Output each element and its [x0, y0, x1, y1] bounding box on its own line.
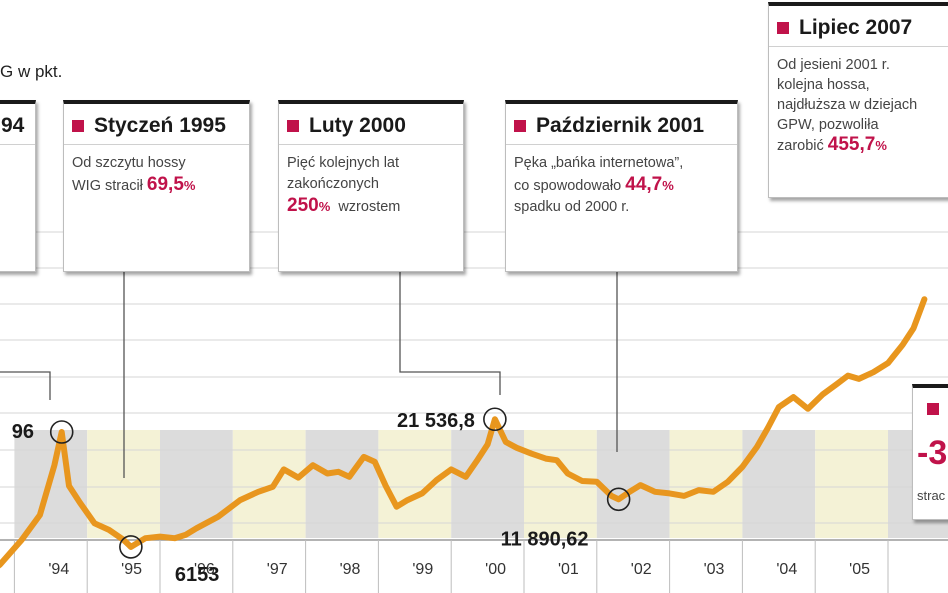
year-band — [596, 430, 670, 538]
x-tick-label: '04 — [776, 561, 797, 578]
x-tick-label: '97 — [267, 561, 288, 578]
annotation-head: 94 — [1, 114, 25, 137]
percent-value: 250% — [287, 195, 331, 216]
percent-value: 455,7% — [827, 134, 887, 155]
annotation-text: najdłuższa w dziejach — [777, 97, 918, 113]
x-tick-label: '96 — [194, 561, 215, 578]
annotation-head: Styczeń 1995 — [94, 114, 226, 137]
annotation-box-feb-2000: Luty 2000 Pięć kolejnych lat zakończonyc… — [278, 100, 464, 272]
annotation-head: Październik 2001 — [536, 114, 705, 137]
bullet-square — [777, 22, 789, 34]
x-tick-label: '03 — [704, 561, 725, 578]
point-label: 96 — [12, 421, 34, 443]
year-band — [378, 430, 452, 538]
annotation-text: WIG stracił — [72, 178, 143, 194]
year-band — [232, 430, 306, 538]
bullet-square — [72, 120, 84, 132]
annotation-box-jan-1995: Styczeń 1995 Od szczytu hossy WIG straci… — [63, 100, 250, 272]
annotation-box-partial-right: -3 strac — [912, 384, 948, 520]
annotation-text: strac — [917, 488, 946, 503]
bullet-square — [927, 403, 939, 415]
x-tick-label: '01 — [558, 561, 579, 578]
highlight-markers — [49, 407, 631, 559]
highlight-marker — [606, 487, 631, 512]
unit-label: G w pkt. — [0, 62, 63, 81]
x-axis-ticks: '93'94'95'96'97'98'99'00'01'02'03'04'05 — [0, 539, 948, 593]
annotation-text: Pięć kolejnych lat — [287, 155, 400, 171]
x-tick-label: '94 — [48, 561, 69, 578]
annotation-connectors — [0, 272, 618, 478]
year-band — [669, 430, 743, 538]
percent-value: -3 — [917, 434, 948, 472]
annotation-text: GPW, pozwoliła — [777, 117, 879, 133]
year-band — [815, 430, 888, 538]
annotation-text: zarobić — [777, 138, 824, 154]
annotation-text: kolejna hossa, — [777, 77, 870, 93]
x-tick-label: '95 — [121, 561, 142, 578]
point-label: 21 536,8 — [397, 410, 475, 432]
year-band — [742, 430, 816, 538]
annotation-text: spadku od 2000 r. — [514, 199, 630, 215]
x-tick-label: '98 — [340, 561, 361, 578]
percent-value: 69,5% — [146, 174, 196, 195]
point-label: 6153 — [175, 564, 220, 586]
annotation-box-oct-2001: Październik 2001 Pęka „bańka internetowa… — [505, 100, 738, 272]
annotation-box-1993: 94 — [0, 100, 36, 272]
annotation-text: zakończonych — [287, 176, 379, 192]
annotation-text: Od jesieni 2001 r. — [777, 57, 890, 73]
year-band — [305, 430, 379, 538]
annotation-text: co spowodowało — [514, 178, 622, 194]
bullet-square — [514, 120, 526, 132]
wig-series-line — [0, 296, 928, 569]
x-tick-label: '99 — [412, 561, 433, 578]
connector-2000 — [399, 272, 501, 395]
annotation-box-jul-2007: Lipiec 2007 Od jesieni 2001 r. kolejna h… — [768, 2, 948, 198]
point-label: 11 890,62 — [501, 528, 589, 550]
highlight-marker — [483, 407, 507, 432]
percent-value: 44,7% — [625, 174, 674, 195]
highlight-marker — [49, 420, 74, 444]
x-tick-label: '05 — [849, 561, 870, 578]
annotation-text: Od szczytu hossy — [72, 155, 186, 171]
highlight-marker — [119, 535, 143, 559]
year-band — [160, 430, 233, 538]
annotation-text: wzrostem — [338, 199, 401, 215]
bullet-square — [287, 120, 299, 132]
connector-1994 — [0, 371, 51, 400]
year-bands — [14, 430, 948, 538]
annotation-head: Lipiec 2007 — [799, 16, 913, 39]
x-tick-label: '00 — [485, 561, 506, 578]
annotation-text: Pęka „bańka internetowa”, — [514, 155, 684, 171]
point-labels: 96 6153 21 536,8 11 890,62 — [12, 410, 589, 586]
x-tick-label: '02 — [631, 561, 652, 578]
annotation-head: Luty 2000 — [309, 114, 406, 137]
